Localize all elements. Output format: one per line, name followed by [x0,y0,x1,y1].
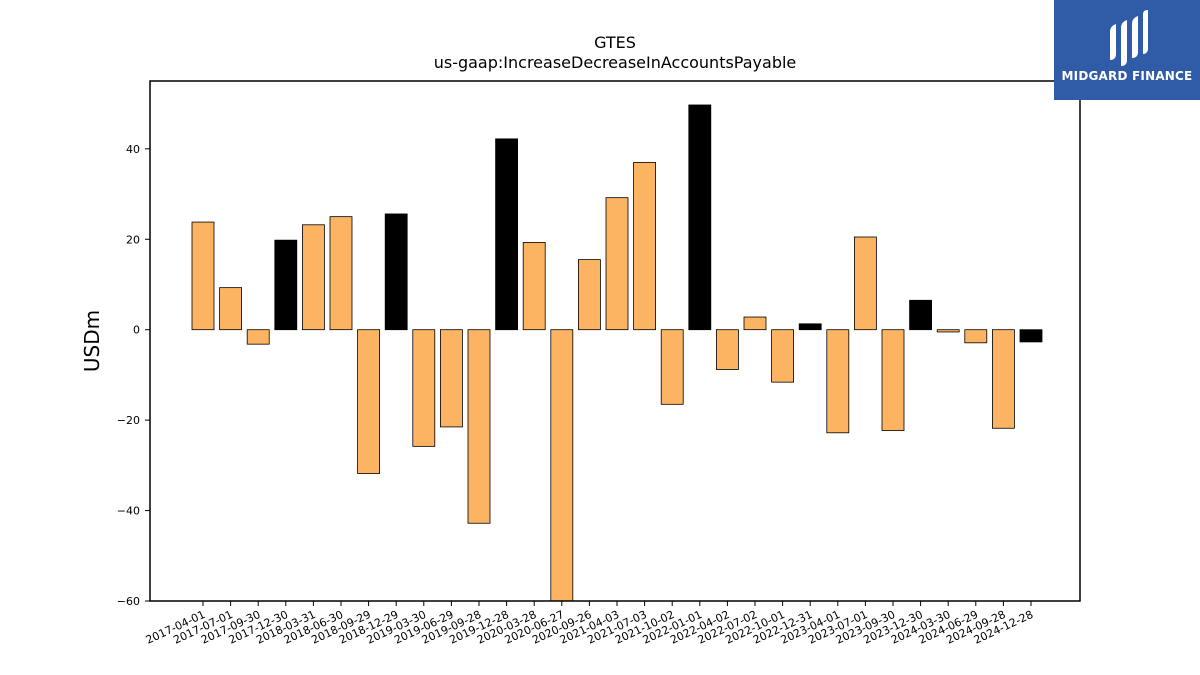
y-axis-label: USDm [80,310,104,372]
bar-2020-03-28 [522,242,546,331]
plot-frame [149,80,1081,602]
bar-2021-04-03 [605,197,629,331]
y-tick-label: −40 [117,505,140,518]
bar-2017-12-30 [274,239,298,331]
bar-2021-07-03 [633,161,656,331]
bar-2017-04-01 [191,221,215,331]
bar-2018-09-29 [357,329,381,474]
bar-2022-01-01 [688,104,712,331]
bar-2022-12-31 [798,323,822,331]
logo-text: MIDGARD FINANCE [1061,69,1193,83]
bar-2021-10-02 [660,329,684,405]
bar-2019-03-30 [412,329,436,447]
chart-title: GTES [594,33,636,52]
chart-subtitle: us-gaap:IncreaseDecreaseInAccountsPayabl… [434,53,797,72]
y-tick-label: −60 [117,595,140,608]
logo: MIDGARD FINANCE [1054,0,1200,100]
y-tick-label: 40 [126,143,140,156]
bar-2023-12-30 [909,299,932,331]
bar-2018-12-29 [384,213,408,331]
bar-2020-06-27 [550,329,574,602]
bar-2024-06-29 [964,329,988,344]
bar-2018-06-30 [329,216,353,331]
y-tick-label: 20 [126,233,140,246]
y-tick-label: 0 [133,324,140,337]
y-ticks-group: −60 −40 −20 0 20 40 [117,143,150,608]
logo-mark-icon [1110,10,1148,66]
bar-2017-07-01 [219,287,243,331]
bar-2023-04-01 [826,329,850,434]
bar-2019-09-28 [467,329,491,524]
bar-2024-12-28 [1019,329,1043,343]
y-tick-label: −20 [117,414,140,427]
bar-2022-10-01 [771,329,794,383]
bar-2020-09-26 [578,259,601,331]
bar-2018-03-31 [301,224,325,331]
x-ticks-group: 2017-04-012017-07-012017-09-302017-12-30… [144,601,1035,647]
bar-2019-12-28 [495,138,519,331]
bar-2019-06-29 [439,329,463,428]
bars-group [191,104,1043,602]
bar-2023-07-01 [854,236,877,331]
bar-2024-09-28 [992,329,1015,429]
bar-2024-03-30 [936,329,960,333]
bar-2022-04-02 [716,329,739,370]
bar-2022-07-02 [743,316,767,331]
bar-2017-09-30 [246,329,270,345]
bar-2023-09-30 [881,329,905,431]
